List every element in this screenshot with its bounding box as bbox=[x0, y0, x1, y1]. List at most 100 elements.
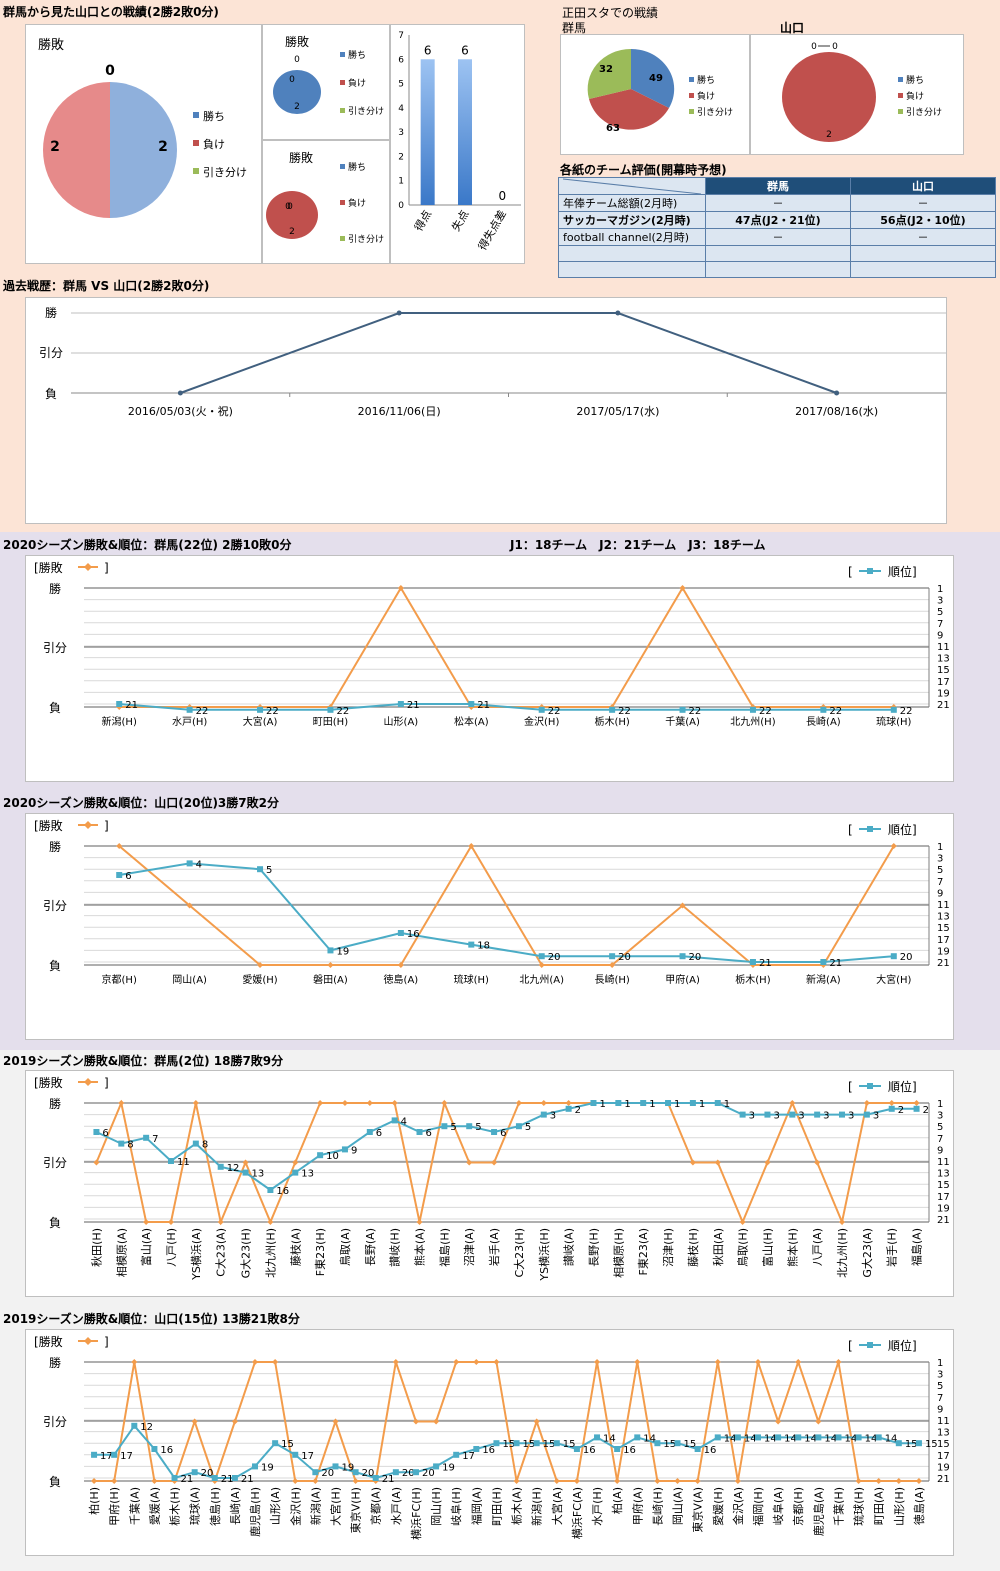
rank-data-label: 16 bbox=[623, 1445, 636, 1456]
rank-point bbox=[171, 1475, 178, 1481]
x-category-label: 岡山(A) bbox=[172, 974, 207, 986]
result-point bbox=[341, 1100, 348, 1106]
rank-point bbox=[366, 1129, 373, 1135]
x-category-label: 千葉(A) bbox=[665, 715, 700, 728]
rank-point bbox=[888, 1105, 895, 1112]
evaluation-cell-gunma: － bbox=[705, 194, 851, 212]
rank-data-label: 19 bbox=[341, 1462, 354, 1473]
rank-data-label: 20 bbox=[548, 952, 561, 963]
rank-data-label: 20 bbox=[689, 952, 702, 963]
result-point bbox=[441, 1100, 448, 1106]
y-label-draw: 引分 bbox=[43, 899, 67, 913]
rank-tick-label: 19 bbox=[937, 1203, 950, 1214]
x-category-label: 岡山(H) bbox=[430, 1487, 443, 1526]
rank-point bbox=[565, 1105, 572, 1112]
x-category-label: 熊本(A) bbox=[413, 1228, 427, 1266]
y-label-win: 勝 bbox=[49, 581, 61, 596]
goals-x-label: 失点 bbox=[449, 208, 471, 234]
rank-tick-label: 19 bbox=[937, 688, 950, 699]
rank-point bbox=[820, 959, 827, 965]
goals-y-tick: 1 bbox=[398, 177, 404, 187]
rank-tick-label: 13 bbox=[937, 1428, 950, 1439]
x-category-label: 水戸(H) bbox=[591, 1487, 604, 1526]
legend-result-label: [勝敗 bbox=[34, 1334, 63, 1349]
rank-point bbox=[590, 1100, 597, 1106]
rank-point bbox=[191, 1469, 198, 1476]
rank-tick-label: 11 bbox=[937, 1157, 950, 1168]
x-category-label: 甲府(A) bbox=[630, 1487, 644, 1525]
rank-tick-label: 11 bbox=[937, 900, 950, 911]
x-category-label: 富山(H) bbox=[760, 1228, 774, 1267]
rank-data-label: 14 bbox=[724, 1433, 737, 1444]
rank-point bbox=[694, 1446, 701, 1452]
rank-point bbox=[391, 1117, 398, 1124]
rank-data-label: 14 bbox=[804, 1433, 817, 1444]
rank-point bbox=[538, 953, 545, 960]
rank-point bbox=[397, 701, 404, 707]
small-bottom-legend-loss: 負け bbox=[348, 197, 366, 209]
x-category-label: 町田(A) bbox=[873, 1487, 886, 1525]
evaluation-header-yamaguchi: 山口 bbox=[850, 177, 996, 195]
pie-panel-main: 勝敗 0 2 2 勝ち 負け 引き分け bbox=[25, 24, 262, 264]
rank-data-label: 22 bbox=[618, 706, 631, 717]
goals-y-tick: 4 bbox=[398, 104, 404, 114]
rank-point bbox=[913, 1105, 920, 1112]
rank-data-label: 5 bbox=[450, 1122, 456, 1133]
rank-data-label: 21 bbox=[759, 958, 772, 969]
evaluation-row-label: 年俸チーム総額(2月時) bbox=[558, 194, 706, 212]
x-category-label: 甲府(H) bbox=[107, 1487, 121, 1526]
rank-point bbox=[242, 1169, 249, 1176]
rank-data-label: 17 bbox=[120, 1451, 133, 1462]
result-point bbox=[242, 1159, 249, 1166]
x-category-label: 栃木(H) bbox=[168, 1487, 182, 1526]
x-category-label: 町田(H) bbox=[313, 717, 348, 728]
x-category-label: 山形(A) bbox=[384, 716, 419, 728]
result-point bbox=[654, 1478, 661, 1484]
rank-tick-label: 19 bbox=[937, 1462, 950, 1473]
small-bottom-legend-win: 勝ち bbox=[348, 161, 366, 173]
pie-main-title: 勝敗 bbox=[38, 38, 64, 53]
result-point bbox=[392, 1359, 399, 1365]
rank-point bbox=[640, 1100, 647, 1106]
rank-data-label: 22 bbox=[548, 706, 561, 717]
rank-tick-label: 17 bbox=[937, 935, 950, 946]
past-result-point bbox=[834, 390, 840, 396]
evaluation-row: 年俸チーム総額(2月時) － － bbox=[558, 194, 996, 212]
result-point bbox=[116, 843, 123, 849]
small-top-title: 勝敗 bbox=[285, 34, 309, 49]
result-point bbox=[366, 1100, 373, 1106]
rank-point bbox=[855, 1434, 862, 1441]
legend-result-label: [勝敗 bbox=[34, 560, 63, 575]
rank-data-label: 20 bbox=[201, 1468, 214, 1479]
rank-line bbox=[94, 1424, 919, 1480]
result-point bbox=[609, 962, 616, 968]
rank-line bbox=[96, 1102, 917, 1192]
x-category-label: 徳島(A) bbox=[912, 1487, 926, 1525]
rank-point bbox=[192, 1140, 199, 1147]
chart-title-2019-gunma: 2019シーズン勝敗&順位：群馬(2位) 18勝7敗9分 bbox=[3, 1054, 284, 1068]
evaluation-cell-gunma bbox=[705, 261, 851, 278]
rank-data-label: 17 bbox=[462, 1451, 475, 1462]
x-category-label: 沼津(H) bbox=[661, 1228, 675, 1267]
rank-data-label: 20 bbox=[422, 1468, 435, 1479]
rank-tick-label: 1 bbox=[937, 584, 943, 595]
past-title: 過去戦歴：群馬 VS 山口(2勝2敗0分) bbox=[3, 279, 210, 293]
rank-line bbox=[119, 703, 894, 711]
x-category-label: 秋田(H) bbox=[89, 1228, 103, 1267]
x-category-label: 北九州(H) bbox=[730, 716, 775, 728]
small-top-legend-win: 勝ち bbox=[348, 49, 366, 61]
rank-point bbox=[915, 1440, 922, 1447]
x-category-label: 新潟(A) bbox=[308, 1487, 322, 1525]
rank-data-label: 22 bbox=[336, 706, 349, 717]
rank-data-label: 6 bbox=[376, 1128, 382, 1139]
goals-y-tick: 3 bbox=[398, 128, 404, 138]
rank-tick-label: 5 bbox=[937, 1122, 943, 1133]
rank-point bbox=[131, 1422, 138, 1429]
small-bottom-label-b: 0 bbox=[287, 202, 293, 212]
past-result-line bbox=[180, 312, 837, 394]
small-top-label-top: 0 bbox=[294, 55, 300, 65]
rank-point bbox=[863, 1111, 870, 1118]
rank-tick-label: 13 bbox=[937, 654, 950, 665]
legend-rank-open: [ bbox=[848, 1080, 853, 1094]
result-point bbox=[513, 1478, 520, 1484]
